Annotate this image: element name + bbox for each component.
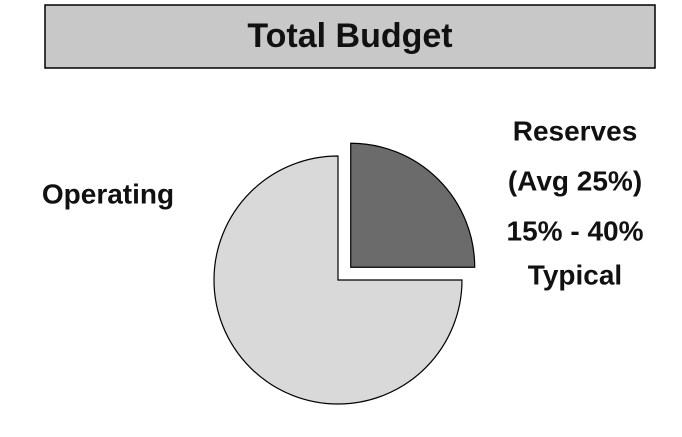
pie-slice [350, 142, 476, 268]
pie-slice [213, 155, 463, 405]
annotation: 15% - 40% [507, 215, 644, 246]
chart-title: Total Budget [247, 17, 452, 55]
annotation: (Avg 25%) [508, 165, 642, 196]
slice-label: Operating [42, 178, 174, 209]
slice-label: Reserves [513, 115, 638, 146]
title-box [44, 4, 656, 69]
pie [213, 142, 476, 405]
annotation: Typical [528, 259, 622, 290]
